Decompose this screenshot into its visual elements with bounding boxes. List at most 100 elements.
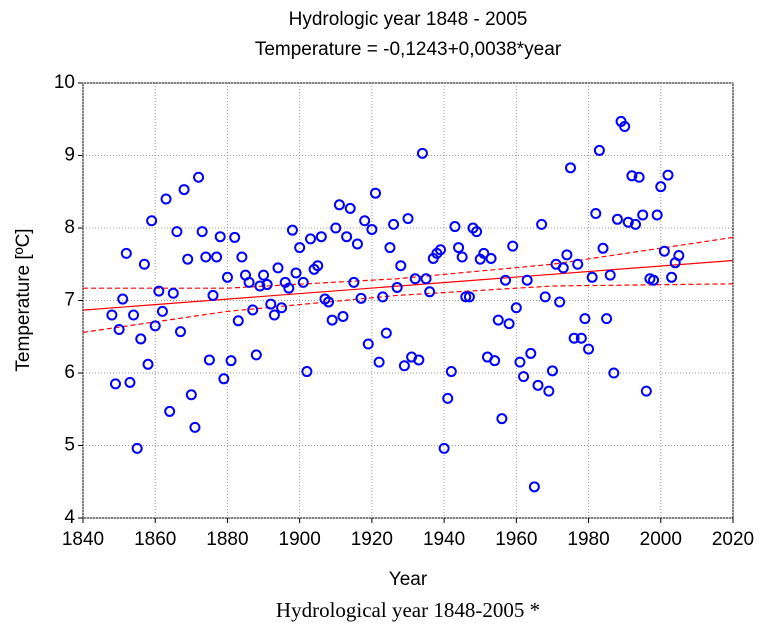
scatter-point xyxy=(583,343,595,355)
confidence-band xyxy=(83,236,734,289)
scatter-point xyxy=(135,333,147,345)
scatter-point xyxy=(626,170,638,182)
scatter-point xyxy=(301,366,313,378)
scatter-point xyxy=(384,242,396,254)
scatter-point xyxy=(514,356,526,368)
footer-caption: Hydrological year 1848-2005 * xyxy=(276,598,540,622)
scatter-point xyxy=(510,302,522,314)
y-axis-label: Temperature [ºC] xyxy=(13,228,34,371)
scatter-point xyxy=(525,347,537,359)
scatter-point xyxy=(355,292,367,304)
scatter-point xyxy=(601,313,613,325)
scatter-point xyxy=(196,226,208,238)
y-tick-label: 8 xyxy=(64,217,75,238)
scatter-point xyxy=(276,302,288,314)
scatter-point xyxy=(146,215,158,227)
scatter-point xyxy=(258,269,270,281)
scatter-point xyxy=(138,258,150,270)
scatter-point xyxy=(662,169,674,181)
scatter-point xyxy=(456,251,468,263)
y-tick-label: 7 xyxy=(64,290,75,311)
scatter-point xyxy=(380,327,392,339)
scatter-point xyxy=(593,144,605,156)
scatter-point xyxy=(395,260,407,272)
scatter-point xyxy=(438,442,450,454)
scatter-point xyxy=(272,262,284,274)
chart-subtitle: Temperature = -0,1243+0,0038*year xyxy=(255,39,562,60)
scatter-point xyxy=(575,332,587,344)
scatter-point xyxy=(658,245,670,257)
y-tick-label: 5 xyxy=(64,435,75,456)
scatter-point xyxy=(640,385,652,397)
scatter-point xyxy=(633,171,645,183)
scatter-point xyxy=(341,231,353,243)
scatter-point xyxy=(442,392,454,404)
scatter-point xyxy=(500,274,511,286)
scatter-point xyxy=(254,280,266,292)
scatter-point xyxy=(229,231,241,243)
scatter-point xyxy=(463,291,475,303)
scatter-point xyxy=(149,320,161,332)
scatter-point xyxy=(370,187,381,199)
scatter-point xyxy=(521,274,533,286)
scatter-point xyxy=(175,326,186,338)
scatter-point xyxy=(666,271,678,283)
scatter-point xyxy=(579,313,591,325)
scatter-point xyxy=(359,215,371,227)
scatter-point xyxy=(366,223,378,235)
scatter-point xyxy=(333,199,345,211)
scatter-point xyxy=(373,356,385,368)
scatter-point xyxy=(214,231,226,243)
y-tick-label: 10 xyxy=(54,72,75,93)
scatter-point xyxy=(323,296,335,308)
scatter-point xyxy=(460,291,472,303)
scatter-point xyxy=(268,309,280,321)
chart-title: Hydrologic year 1848 - 2005 xyxy=(289,9,528,30)
x-axis-label: Year xyxy=(389,569,428,590)
scatter-point xyxy=(611,213,623,225)
scatter-point xyxy=(536,218,548,230)
scatter-point xyxy=(124,376,136,388)
scatter-point xyxy=(326,314,338,326)
scatter-point xyxy=(243,276,255,288)
scatter-point xyxy=(221,271,233,283)
scatter-point xyxy=(597,242,609,254)
scatter-point xyxy=(283,282,295,294)
scatter-point xyxy=(128,309,140,321)
scatter-point xyxy=(435,244,446,256)
scatter-point xyxy=(189,421,201,433)
x-tick-label: 1980 xyxy=(567,529,609,550)
scatter-point xyxy=(348,276,360,288)
scatter-point xyxy=(377,291,389,303)
confidence-band xyxy=(82,283,734,333)
scatter-point xyxy=(590,208,602,219)
scatter-point xyxy=(478,247,490,259)
scatter-point xyxy=(485,252,497,264)
scatter-point xyxy=(160,193,172,205)
scatter-point xyxy=(619,121,631,132)
scatter-point xyxy=(492,314,504,326)
scatter-point xyxy=(402,213,414,225)
scatter-point xyxy=(398,360,410,372)
scatter-point xyxy=(236,251,248,263)
scatter-point xyxy=(312,260,324,272)
scatter-point xyxy=(528,481,540,493)
scatter-point xyxy=(110,378,121,390)
scatter-point xyxy=(344,202,356,214)
scatter-point xyxy=(211,251,223,263)
scatter-point xyxy=(420,273,432,285)
scatter-point xyxy=(142,358,154,370)
scatter-point xyxy=(424,286,436,298)
regression-line xyxy=(82,259,734,311)
scatter-point xyxy=(489,355,501,367)
x-tick-label: 1940 xyxy=(423,529,465,550)
scatter-point xyxy=(543,385,555,397)
x-tick-label: 2000 xyxy=(640,529,682,550)
scatter-point xyxy=(290,267,302,279)
scatter-point xyxy=(286,224,298,236)
scatter-point xyxy=(156,305,168,317)
scatter-point xyxy=(200,251,212,263)
scatter-point xyxy=(117,293,129,305)
scatter-point xyxy=(247,304,259,316)
